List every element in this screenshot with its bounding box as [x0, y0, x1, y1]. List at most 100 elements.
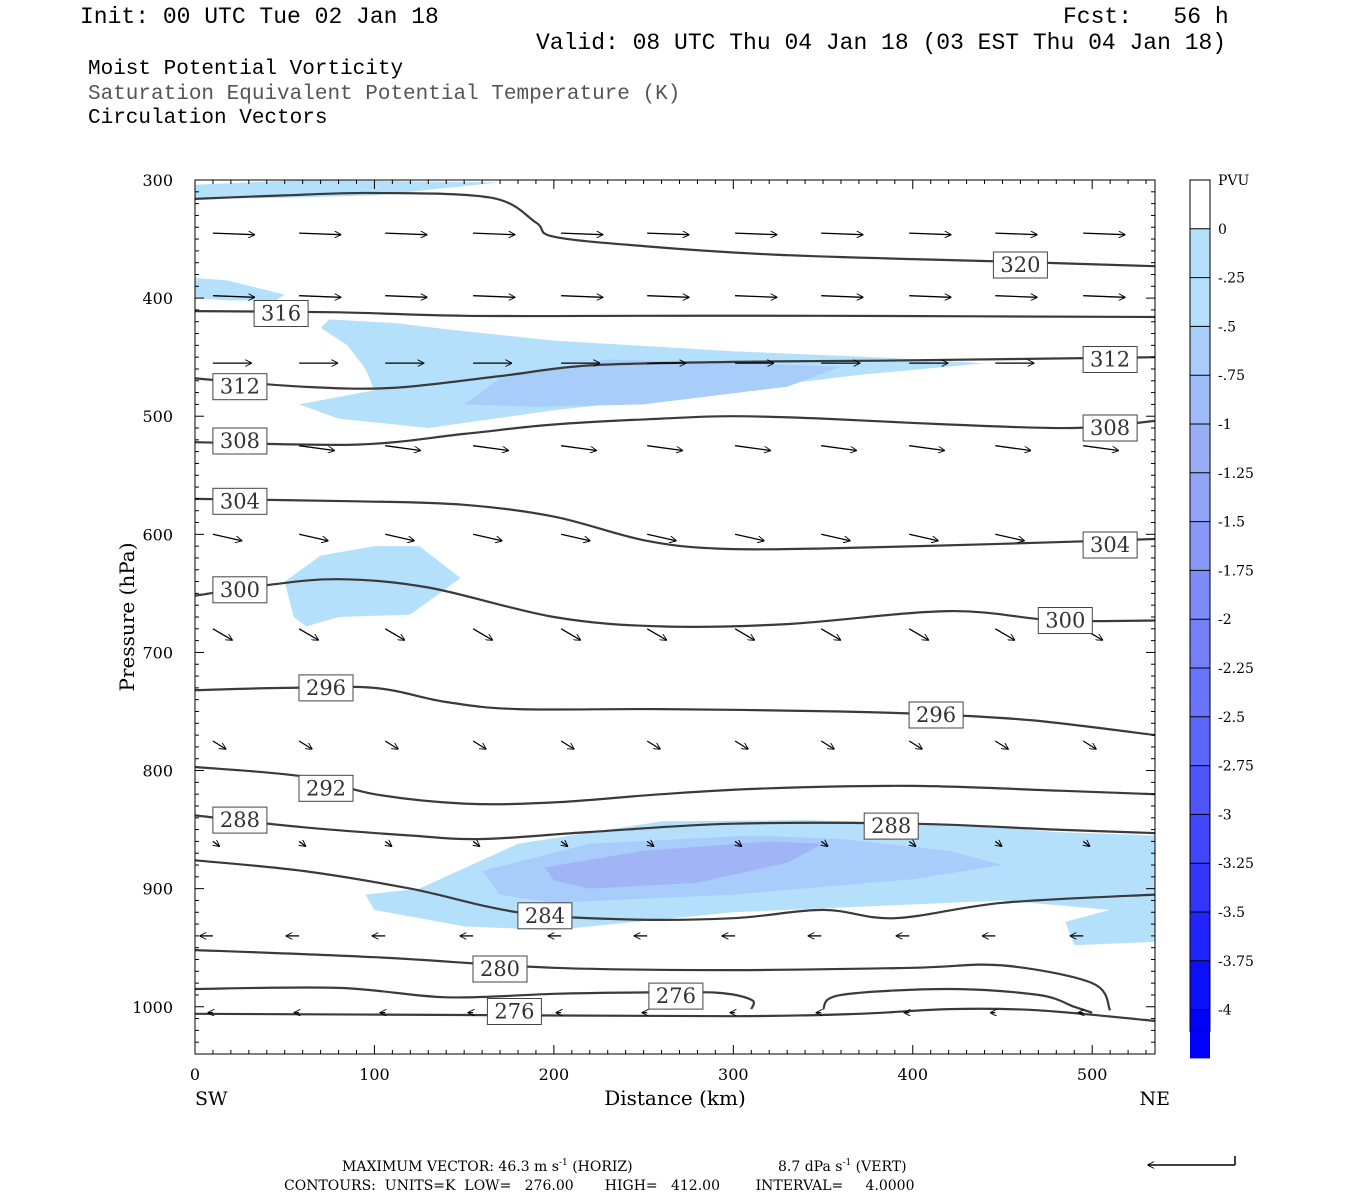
valid-time: Valid: 08 UTC Thu 04 Jan 18 (03 EST Thu …	[536, 30, 1227, 56]
vector-4-5	[647, 533, 676, 540]
colorbar-label-14: -3.5	[1218, 905, 1245, 921]
colorbar-cell-12	[1190, 814, 1210, 864]
colorbar-cell-13	[1190, 863, 1210, 912]
colorbar-cell-7	[1190, 570, 1210, 620]
contour-label-16: 280	[472, 955, 528, 983]
contour-label-text-13: 288	[220, 808, 260, 832]
y-tick-label-3: 600	[142, 525, 173, 544]
contour-label-text-18: 276	[494, 1000, 534, 1024]
vector-6-8	[908, 740, 922, 749]
colorbar-label-16: -4	[1218, 1003, 1232, 1019]
colorbar-label-13: -3.25	[1218, 856, 1254, 872]
colorbar-frame	[1189, 179, 1211, 1032]
vector-5-8	[908, 628, 928, 640]
endpoint-left-label: SW	[195, 1088, 228, 1110]
vector-4-1	[298, 533, 328, 540]
vector-4-2	[385, 533, 414, 540]
vector-1-5	[647, 296, 689, 298]
colorbar-top-cell	[1190, 180, 1210, 229]
contour-312-11	[195, 356, 1155, 390]
vector-1-4	[561, 296, 603, 298]
vector-6-1	[298, 740, 312, 749]
colorbar-label-10: -2.5	[1218, 710, 1245, 726]
contour-288-5	[195, 814, 1155, 841]
vector-1-3	[473, 296, 515, 298]
max-vector-horiz-prefix: MAXIMUM VECTOR: 46.3 m s	[342, 1159, 559, 1175]
contour-276-0	[195, 1007, 1155, 1022]
contour-label-14: 288	[863, 812, 919, 840]
vector-7-5	[647, 841, 653, 846]
vector-4-8	[909, 533, 938, 540]
vector-4-9	[995, 533, 1024, 540]
colorbar-label-6: -1.5	[1218, 515, 1245, 531]
vector-1-6	[735, 296, 777, 298]
colorbar-cell-3	[1190, 375, 1210, 424]
vector-1-1	[299, 296, 341, 298]
colorbar-cell-9	[1190, 668, 1210, 717]
contour-label-11: 296	[908, 701, 964, 729]
contour-label-text-8: 300	[220, 578, 260, 602]
vector-7-1	[299, 841, 305, 846]
vector-6-6	[734, 740, 748, 749]
vector-7-4	[561, 841, 567, 846]
contour-label-text-7: 304	[1090, 533, 1130, 557]
vector-4-7	[821, 533, 850, 540]
colorbar-label-7: -1.75	[1218, 563, 1254, 579]
vector-1-10	[1083, 296, 1125, 298]
colorbar-unit: PVU	[1218, 173, 1250, 189]
x-tick-label-2: 200	[539, 1065, 570, 1084]
y-tick-label-5: 800	[142, 762, 173, 781]
contour-308-10	[195, 415, 1155, 447]
x-tick-label-5: 500	[1077, 1065, 1108, 1084]
contour-276-2	[822, 987, 1093, 1014]
vector-0-1	[299, 233, 341, 235]
vector-3-8	[909, 445, 944, 451]
reference-vector-icon	[1148, 1156, 1236, 1165]
contour-label-5: 308	[1082, 414, 1138, 442]
contour-label-text-16: 280	[480, 957, 520, 981]
max-vector-vert-text: 8.7 dPa s-1 (VERT)	[778, 1158, 907, 1175]
vector-3-10	[1083, 445, 1118, 451]
colorbar-cell-6	[1190, 521, 1210, 571]
contour-label-8: 300	[212, 576, 268, 604]
contour-label-2: 312	[212, 373, 268, 401]
colorbar-label-2: -.5	[1218, 319, 1236, 335]
colorbar-cell-0	[1190, 228, 1210, 278]
colorbar-cell-2	[1190, 326, 1210, 376]
forecast-hour: Fcst: 56 h	[1063, 4, 1229, 30]
vector-0-5	[647, 233, 689, 235]
y-tick-label-6: 900	[142, 880, 173, 899]
colorbar-cell-4	[1190, 424, 1210, 473]
pv-region-4	[284, 546, 461, 627]
vector-6-7	[820, 740, 834, 749]
vector-1-0	[212, 296, 255, 298]
contour-label-text-3: 312	[1090, 348, 1130, 372]
colorbar: 0 -.25 -.5 -.75 -1 -1.25 -1.5 -1.75 -2 -2.25 -2.5 -…	[1189, 173, 1254, 1059]
vector-3-4	[561, 445, 596, 451]
contour-label-text-4: 308	[220, 429, 260, 453]
contour-label-text-5: 308	[1090, 416, 1130, 440]
contour-label-text-10: 296	[306, 676, 346, 700]
vector-7-3	[473, 841, 479, 846]
colorbar-label-12: -3	[1218, 807, 1232, 823]
vector-3-3	[473, 445, 508, 451]
contour-label-13: 288	[212, 806, 268, 834]
contour-label-17: 276	[648, 982, 704, 1010]
colorbar-cell-11	[1190, 765, 1210, 815]
x-axis-label: Distance (km)	[604, 1086, 746, 1110]
x-tick-label-3: 300	[718, 1065, 749, 1084]
contour-label-text-14: 288	[871, 814, 911, 838]
colorbar-label-8: -2	[1218, 612, 1232, 628]
colorbar-cell-1	[1190, 277, 1210, 327]
pv-region-1	[195, 278, 285, 301]
vector-1-8	[909, 296, 951, 298]
endpoint-right-label: NE	[1140, 1088, 1171, 1110]
vector-4-3	[472, 533, 502, 540]
vector-7-0	[213, 841, 219, 846]
contour-label-15: 284	[517, 902, 573, 930]
vector-0-2	[385, 233, 427, 235]
contour-label-text-6: 304	[220, 489, 260, 513]
vector-4-4	[560, 533, 590, 540]
colorbar-label-0: 0	[1218, 222, 1227, 238]
